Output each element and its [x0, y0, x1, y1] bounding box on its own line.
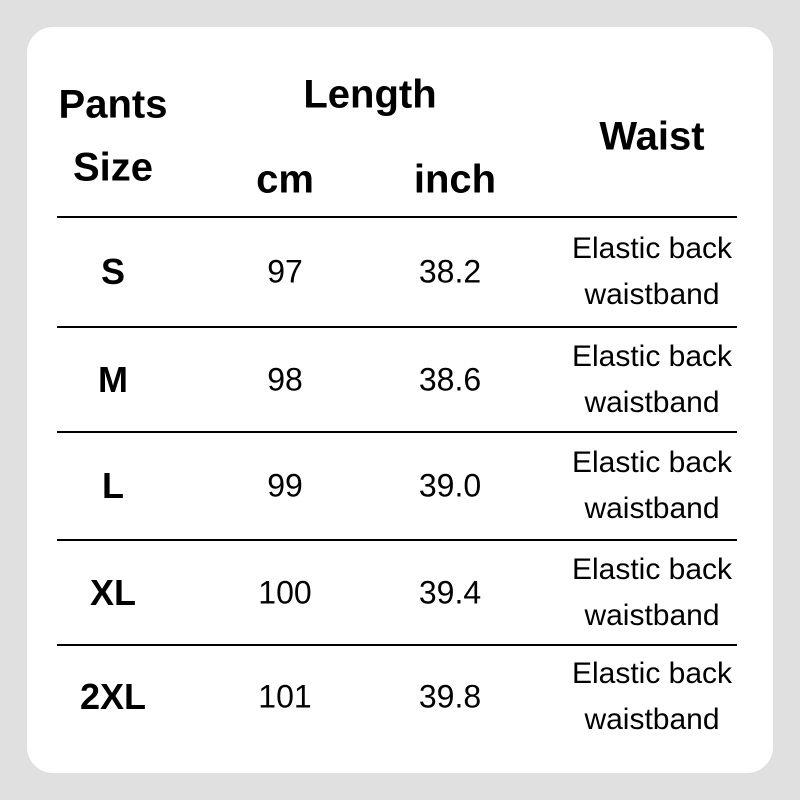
length-inch-cell: 39.8	[418, 678, 482, 715]
length-cm-cell: 100	[258, 574, 312, 610]
waist-cell-line1: Elastic back	[571, 339, 733, 373]
size-chart-card	[27, 27, 773, 773]
waist-cell-line2: waistband	[584, 385, 720, 419]
size-cell: M	[98, 358, 128, 400]
waist-cell-line2: waistband	[584, 278, 720, 311]
size-cell: S	[100, 251, 126, 292]
length-cm-cell: 97	[267, 253, 303, 290]
header-inch: inch	[413, 157, 497, 202]
header-size: Size	[72, 145, 154, 190]
row-divider	[57, 216, 737, 218]
waist-cell-line1: Elastic back	[571, 232, 733, 265]
length-inch-cell: 38.2	[418, 253, 482, 290]
length-inch-cell: 39.4	[418, 574, 482, 610]
length-cm-cell: 99	[267, 467, 303, 504]
header-waist: Waist	[599, 114, 705, 159]
waist-cell-line2: waistband	[584, 703, 720, 736]
header-cm: cm	[256, 157, 314, 202]
length-inch-cell: 38.6	[418, 361, 482, 397]
waist-cell-line1: Elastic back	[571, 657, 733, 690]
waist-cell-line2: waistband	[584, 598, 720, 632]
length-inch-cell: 39.0	[418, 467, 482, 504]
row-divider	[57, 644, 737, 646]
row-divider	[57, 539, 737, 541]
size-cell: L	[102, 465, 124, 506]
row-divider	[57, 326, 737, 328]
size-cell: XL	[89, 571, 137, 613]
waist-cell-line1: Elastic back	[571, 446, 733, 479]
length-cm-cell: 98	[267, 361, 303, 397]
waist-cell-line2: waistband	[584, 492, 720, 525]
header-length: Length	[303, 72, 437, 117]
size-cell: 2XL	[79, 676, 147, 717]
header-pants: Pants	[58, 82, 168, 127]
length-cm-cell: 101	[258, 678, 312, 715]
waist-cell-line1: Elastic back	[571, 552, 733, 586]
row-divider	[57, 431, 737, 433]
